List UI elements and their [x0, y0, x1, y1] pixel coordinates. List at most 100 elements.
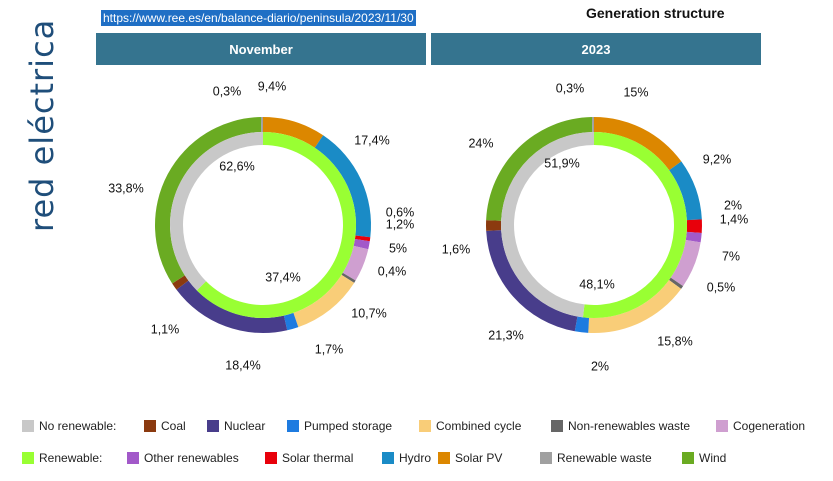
legend-label: Coal: [161, 419, 186, 433]
legend-label: Solar PV: [455, 451, 503, 465]
data-label-outer-solar-pv: 15%: [623, 85, 648, 99]
outer-slice-cogeneration: [670, 239, 701, 287]
legend-swatch: [287, 420, 299, 432]
outer-slice-other-renewables: [353, 238, 370, 250]
legend-swatch: [419, 420, 431, 432]
data-label-outer-combined-cycle: 15,8%: [657, 334, 692, 348]
legend-swatch: [682, 452, 694, 464]
legend-label: No renewable:: [39, 419, 117, 433]
data-label-outer-wind: 33,8%: [108, 181, 143, 195]
legend-swatch: [382, 452, 394, 464]
legend-swatch: [551, 420, 563, 432]
legend-label: Pumped storage: [304, 419, 393, 433]
donut-chart-november: 62,6% 37,4% 9,4% 17,4% 0,6%1,2% 5% 0,4% 10,7% 1,…: [108, 79, 414, 372]
chart-header-2023: 2023: [431, 33, 761, 65]
data-label-outer-renewable-waste: 0,3%: [213, 84, 242, 98]
data-label-outer-wind: 24%: [468, 136, 493, 150]
data-label-outer-hydro: 17,4%: [354, 133, 389, 147]
legend-swatch: [127, 452, 139, 464]
data-label-outer-pumped-storage: 1,7%: [315, 342, 344, 356]
legend-item-pumped-storage: Pumped storage: [287, 419, 392, 433]
inner-slice-no-renewable: [170, 132, 263, 291]
legend-swatch: [22, 452, 34, 464]
outer-slice-combined-cycle: [588, 279, 682, 333]
data-label-outer-solar-thermal: 0,6%: [386, 205, 415, 219]
outer-slice-non-renewables-waste: [669, 277, 684, 289]
outer-slice-nuclear: [486, 230, 578, 332]
outer-slice-pumped-storage: [283, 312, 299, 331]
legend-item-renewable: Renewable:: [22, 451, 102, 465]
data-label-outer-hydro: 9,2%: [703, 152, 732, 166]
legend-item-other-renewables: Other renewables: [127, 451, 239, 465]
outer-slice-coal: [172, 275, 189, 290]
outer-slice-hydro: [314, 135, 371, 238]
legend-label: Solar thermal: [282, 451, 354, 465]
data-label-inner-renewable: 51,9%: [544, 156, 579, 170]
outer-slice-wind: [486, 117, 593, 221]
data-label-outer-nuclear: 21,3%: [488, 328, 523, 342]
data-label-inner-no-renewable: 37,4%: [265, 270, 300, 284]
inner-slice-renewable: [582, 132, 687, 318]
data-label-outer-nuclear: 18,4%: [225, 358, 260, 372]
legend-swatch: [438, 452, 450, 464]
data-label-outer-combined-cycle: 10,7%: [351, 306, 386, 320]
legend-swatch: [144, 420, 156, 432]
page-title: Generation structure: [586, 5, 725, 21]
legend-item-solar-thermal: Solar thermal: [265, 451, 353, 465]
legend-item-coal: Coal: [144, 419, 186, 433]
data-label-inner-renewable: 62,6%: [219, 159, 254, 173]
legend-item-combined-cycle: Combined cycle: [419, 419, 521, 433]
legend-item-no-renewable: No renewable:: [22, 419, 116, 433]
legend-label: Cogeneration: [733, 419, 806, 433]
outer-slice-nuclear: [176, 280, 288, 333]
outer-slice-solar-thermal: [686, 219, 702, 233]
outer-slice-other-renewables: [685, 231, 702, 243]
outer-slice-renewable-waste: [591, 117, 594, 133]
data-label-outer-non-renewables-waste: 0,4%: [378, 264, 407, 278]
outer-slice-combined-cycle: [293, 274, 355, 328]
legend-item-renewable-waste: Renewable waste: [540, 451, 652, 465]
outer-slice-pumped-storage: [574, 316, 590, 333]
data-label-outer-coal: 1,6%: [442, 242, 471, 256]
data-label-outer-renewable-waste: 0,3%: [556, 81, 585, 95]
legend-swatch: [265, 452, 277, 464]
source-url[interactable]: https://www.ree.es/en/balance-diario/pen…: [101, 10, 416, 26]
legend-item-hydro: Hydro: [382, 451, 431, 465]
legend-item-non-renewables-waste: Non-renewables waste: [551, 419, 690, 433]
data-label-outer-coal: 1,1%: [151, 322, 180, 336]
legend-label: Hydro: [399, 451, 432, 465]
legend-label: Nuclear: [224, 419, 266, 433]
legend-label: Other renewables: [144, 451, 239, 465]
legend-label: Renewable waste: [557, 451, 652, 465]
legend-label: Wind: [699, 451, 727, 465]
donut-chart-2023: 51,9%48,1%15%9,2%2%1,4%7%0,5%15,8%2%21,3…: [442, 81, 749, 373]
outer-slice-hydro: [669, 161, 702, 221]
data-label-outer-solar-thermal: 2%: [724, 198, 742, 212]
legend-label: Combined cycle: [436, 419, 522, 433]
data-label-outer-pumped-storage: 2%: [591, 359, 609, 373]
legend-label: Non-renewables waste: [568, 419, 691, 433]
data-label-inner-no-renewable: 48,1%: [579, 277, 614, 291]
legend-swatch: [22, 420, 34, 432]
outer-slice-cogeneration: [342, 245, 369, 281]
data-label-outer-cogeneration: 7%: [722, 249, 740, 263]
legend-swatch: [540, 452, 552, 464]
legend-swatch: [207, 420, 219, 432]
legend-item-nuclear: Nuclear: [207, 419, 265, 433]
legend-label: Renewable:: [39, 451, 103, 465]
outer-slice-non-renewables-waste: [341, 272, 356, 283]
inner-slice-renewable: [196, 132, 357, 318]
legend-item-wind: Wind: [682, 451, 726, 465]
data-label-outer-non-renewables-waste: 0,5%: [707, 280, 736, 294]
outer-slice-solar-thermal: [354, 235, 371, 242]
outer-slice-renewable-waste: [260, 117, 263, 133]
outer-slice-coal: [485, 220, 502, 231]
inner-slice-no-renewable: [500, 132, 594, 318]
legend-swatch: [716, 420, 728, 432]
outer-slice-solar-pv: [594, 117, 682, 171]
legend-item-cogeneration: Cogeneration: [716, 419, 805, 433]
data-label-outer-cogeneration: 5%: [389, 241, 407, 255]
chart-header-november: November: [96, 33, 426, 65]
outer-slice-wind: [154, 117, 262, 284]
